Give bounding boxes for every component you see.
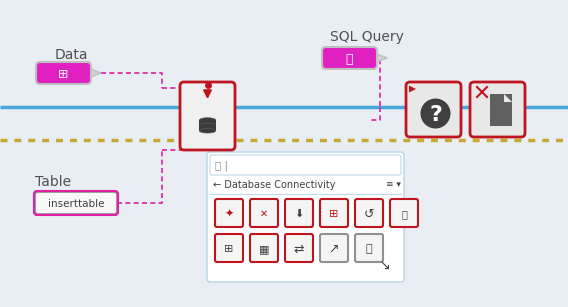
FancyBboxPatch shape xyxy=(320,234,348,262)
Text: Table: Table xyxy=(35,175,71,189)
FancyBboxPatch shape xyxy=(210,155,401,175)
Text: ← Database Connectivity: ← Database Connectivity xyxy=(213,180,336,190)
FancyBboxPatch shape xyxy=(406,82,461,137)
Polygon shape xyxy=(409,86,416,92)
Polygon shape xyxy=(490,94,512,126)
Text: ⬇: ⬇ xyxy=(294,209,304,219)
FancyBboxPatch shape xyxy=(355,234,383,262)
Bar xyxy=(199,125,216,131)
Text: ↗: ↗ xyxy=(329,243,339,255)
FancyBboxPatch shape xyxy=(470,82,525,137)
FancyBboxPatch shape xyxy=(250,234,278,262)
Text: ?: ? xyxy=(429,104,442,125)
Polygon shape xyxy=(91,69,101,77)
Text: SQL Query: SQL Query xyxy=(330,30,404,44)
FancyBboxPatch shape xyxy=(215,199,243,227)
Text: 🔧: 🔧 xyxy=(366,244,372,254)
Polygon shape xyxy=(504,94,512,102)
Text: ✦: ✦ xyxy=(224,209,233,219)
Text: ↺: ↺ xyxy=(364,208,374,220)
Text: ⌕ |: ⌕ | xyxy=(215,161,228,171)
FancyBboxPatch shape xyxy=(285,234,313,262)
Ellipse shape xyxy=(199,129,216,133)
FancyBboxPatch shape xyxy=(322,47,377,69)
Text: ⇄: ⇄ xyxy=(294,243,304,255)
FancyBboxPatch shape xyxy=(180,82,235,150)
Text: 🗑: 🗑 xyxy=(401,209,407,219)
Ellipse shape xyxy=(199,118,216,122)
Polygon shape xyxy=(377,54,387,62)
Text: Data: Data xyxy=(55,48,89,62)
FancyBboxPatch shape xyxy=(320,199,348,227)
Text: inserttable: inserttable xyxy=(48,199,105,209)
Text: ⊞: ⊞ xyxy=(224,244,233,254)
Ellipse shape xyxy=(420,99,450,129)
Text: ≡ ▾: ≡ ▾ xyxy=(386,180,401,189)
Text: ⊞: ⊞ xyxy=(329,209,339,219)
Bar xyxy=(199,120,216,125)
FancyBboxPatch shape xyxy=(250,199,278,227)
FancyBboxPatch shape xyxy=(35,192,117,214)
Text: 𝒜: 𝒜 xyxy=(346,52,353,65)
Text: ↖: ↖ xyxy=(376,257,388,271)
FancyBboxPatch shape xyxy=(207,152,404,282)
FancyBboxPatch shape xyxy=(36,62,91,84)
Text: ⊞: ⊞ xyxy=(59,68,69,80)
FancyBboxPatch shape xyxy=(285,199,313,227)
Ellipse shape xyxy=(199,123,216,128)
FancyBboxPatch shape xyxy=(390,199,418,227)
FancyBboxPatch shape xyxy=(355,199,383,227)
FancyBboxPatch shape xyxy=(215,234,243,262)
Text: ✕: ✕ xyxy=(260,209,268,219)
Text: ▦: ▦ xyxy=(259,244,269,254)
